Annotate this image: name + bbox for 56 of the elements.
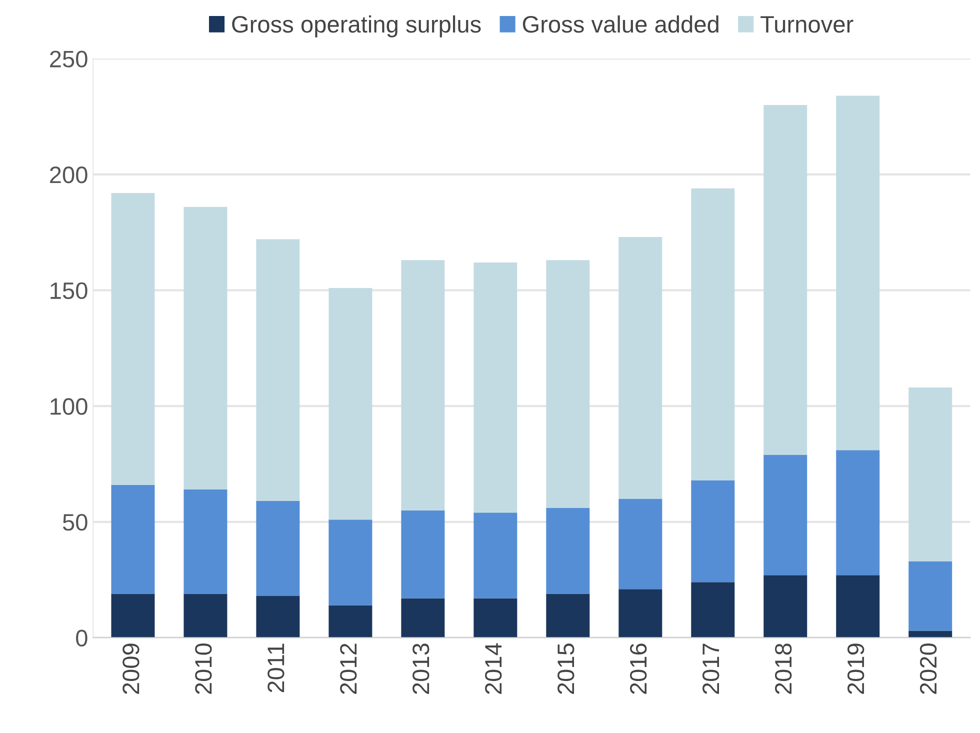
bar [836,575,880,638]
bar [618,589,662,638]
bar [908,561,952,631]
bar [111,594,155,638]
bar [764,575,808,638]
x-tick-label: 2018 [774,644,792,694]
x-tick-label: 2015 [558,644,574,694]
bar [111,484,155,594]
bar [618,498,662,590]
bar [401,510,445,598]
bar [184,489,228,594]
x-tick-label: 2020 [920,643,937,694]
legend-label: Gross value added [522,15,718,33]
bar [401,598,445,638]
bar [691,188,735,480]
bar [836,96,880,450]
y-tick-label: 100 [50,398,88,415]
bar [256,596,300,638]
bar [256,239,300,502]
x-tick-label: 2013 [412,644,430,694]
bar [328,605,372,638]
y-tick-label: 150 [50,282,88,300]
x-tick-label: 2011 [268,644,284,692]
legend-label: Turnover [760,16,854,33]
legend-label: Gross operating surplus [232,15,481,38]
x-tick-label: 2019 [847,644,864,694]
bar [764,454,808,576]
bar [474,512,518,598]
x-tick-label: 2012 [340,644,357,694]
bar [764,104,808,455]
bar [691,480,735,582]
bar [546,260,590,508]
bar [401,260,445,510]
y-tick-label: 50 [62,514,88,531]
bar [836,450,880,576]
bar [691,582,735,638]
x-tick-label: 2009 [122,644,140,694]
bar [474,262,518,513]
y-tick-label: 0 [76,630,88,646]
bar [546,508,590,594]
x-tick-label: 2017 [702,644,720,694]
bar [184,594,228,638]
x-tick-label: 2010 [195,643,212,694]
bar [184,206,228,490]
bar [111,192,155,485]
x-tick-label: 2016 [630,644,647,694]
bar [474,598,518,638]
bar [618,236,662,499]
y-tick-label: 250 [50,50,88,68]
bar [328,520,372,606]
x-tick-label: 2014 [485,643,502,694]
y-tick-label: 200 [50,166,88,184]
bar [546,594,590,638]
bar [908,388,952,562]
bar [256,501,300,596]
bar [328,288,372,520]
